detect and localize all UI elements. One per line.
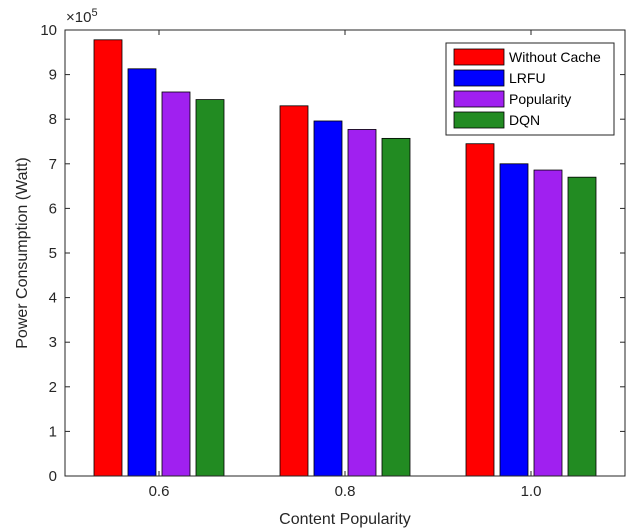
bar-dqn-0.6 xyxy=(195,99,225,477)
legend-label-popularity: Popularity xyxy=(509,91,571,107)
bar-without-cache-1.0 xyxy=(465,143,495,477)
bar-lrfu-0.8 xyxy=(313,120,343,477)
y-tick-label: 4 xyxy=(49,290,57,307)
y-tick-label: 7 xyxy=(49,156,57,173)
bars-group xyxy=(93,39,597,477)
bar-popularity-1.0 xyxy=(533,169,563,477)
y-tick-label: 5 xyxy=(49,245,57,262)
bar-lrfu-0.6 xyxy=(127,68,157,477)
legend-label-dqn: DQN xyxy=(509,112,540,128)
axes-group: 0 1 2 3 4 5 6 7 8 9 10 0.6 0.8 1.0 xyxy=(40,22,626,500)
legend-swatch-lrfu xyxy=(453,69,505,87)
y-tick-label: 9 xyxy=(49,67,57,84)
y-tick-label: 3 xyxy=(49,334,57,351)
y-axis-exponent: ×105 xyxy=(66,7,98,26)
bar-dqn-0.8 xyxy=(381,137,411,477)
y-tick-label: 8 xyxy=(49,111,57,128)
legend-label-without-cache: Without Cache xyxy=(509,49,601,65)
bar-without-cache-0.8 xyxy=(279,105,309,477)
y-tick-label: 2 xyxy=(49,379,57,396)
legend-swatch-popularity xyxy=(453,90,505,108)
bar-popularity-0.8 xyxy=(347,129,377,477)
y-tick-label: 0 xyxy=(49,468,57,485)
bar-popularity-0.6 xyxy=(161,91,191,477)
y-tick-label: 1 xyxy=(49,423,57,440)
x-tick-label: 0.6 xyxy=(149,483,170,500)
legend-swatch-dqn xyxy=(453,111,505,129)
x-axis-title: Content Popularity xyxy=(279,511,411,528)
x-tick-label: 1.0 xyxy=(521,483,542,500)
legend: Without Cache LRFU Popularity DQN xyxy=(445,42,615,136)
bar-without-cache-0.6 xyxy=(93,39,123,477)
legend-swatch-without-cache xyxy=(453,48,505,66)
y-tick-label: 10 xyxy=(40,22,57,39)
y-tick-label: 6 xyxy=(49,200,57,217)
bar-lrfu-1.0 xyxy=(499,163,529,477)
bar-dqn-1.0 xyxy=(567,176,597,477)
y-axis-title: Power Consumption (Watt) xyxy=(14,157,31,348)
x-tick-label: 0.8 xyxy=(335,483,356,500)
legend-label-lrfu: LRFU xyxy=(509,70,546,86)
